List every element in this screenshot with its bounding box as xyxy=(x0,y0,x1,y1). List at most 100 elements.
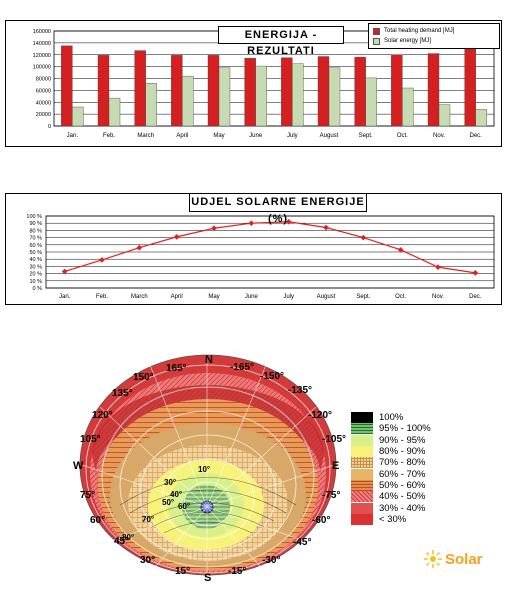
bar-heating xyxy=(427,53,440,127)
azimuth-label-neg150: -150° xyxy=(260,371,284,382)
bar-heating xyxy=(354,56,366,127)
x-tick-label: Feb. xyxy=(96,294,108,300)
legend-item-heating: Total heating demand [MJ] xyxy=(373,26,495,36)
bar-heating xyxy=(97,55,110,127)
sun-legend-label: 30% - 40% xyxy=(379,502,426,514)
bar-heating xyxy=(281,57,293,127)
x-tick-label: August xyxy=(317,294,336,300)
x-tick-label: Nov. xyxy=(432,294,444,300)
sun-legend-label: 100% xyxy=(379,412,404,424)
x-tick-label: May xyxy=(208,294,219,300)
x-tick-label: March xyxy=(131,294,148,300)
x-tick-label: August xyxy=(320,133,339,139)
y-tick-label: 90 % xyxy=(29,221,42,227)
sun-legend-row: 70% - 80% xyxy=(351,457,431,469)
energy-chart-legend: Total heating demand [MJ] Solar energy [… xyxy=(368,23,500,49)
sun-legend-label: 95% - 100% xyxy=(379,423,431,435)
legend-label-heating: Total heating demand [MJ] xyxy=(384,28,455,34)
bar-solar xyxy=(402,87,414,127)
bar-solar xyxy=(292,63,304,127)
azimuth-grid xyxy=(81,357,335,575)
altitude-label-40: 40° xyxy=(170,490,182,499)
x-tick-label: Oct. xyxy=(395,294,406,300)
altitude-label-60: 60° xyxy=(178,502,190,511)
bar-solar xyxy=(72,106,84,127)
solar-share-line-chart: 0 %10 %20 % 30 %40 %50 %60 %70 % 80 %90 %1… xyxy=(26,214,495,300)
x-tick-label: July xyxy=(287,133,298,139)
azimuth-label-neg60: -60° xyxy=(312,515,330,526)
y-tick-label: 50 % xyxy=(29,250,42,256)
bar-solar xyxy=(475,109,487,127)
legend-item-solar: Solar energy [MJ] xyxy=(373,36,495,46)
altitude-label-30: 30° xyxy=(164,478,176,487)
azimuth-label-neg105: -105° xyxy=(322,434,346,445)
y-tick-label: 20 % xyxy=(29,272,42,278)
x-tick-label: Dec. xyxy=(469,133,482,139)
azimuth-label-105: 105° xyxy=(80,434,101,445)
sun-legend-swatch xyxy=(351,446,373,458)
sun-legend-row: 100% xyxy=(351,412,431,424)
x-tick-label: Oct. xyxy=(397,133,408,139)
bar-heating xyxy=(244,58,256,127)
y-tick-label: 0 % xyxy=(33,286,43,292)
sun-legend-swatch xyxy=(351,491,373,503)
bar-heating xyxy=(207,55,220,127)
compass-east: E xyxy=(332,460,339,472)
x-tick-label: Dec. xyxy=(469,294,482,300)
altitude-grid xyxy=(85,364,331,574)
bar-solar xyxy=(438,104,451,127)
data-point xyxy=(360,234,367,241)
y-tick-label: 60000 xyxy=(36,88,51,94)
azimuth-label-neg45: -45° xyxy=(293,537,311,548)
y-tick-label: 120000 xyxy=(33,53,51,59)
y-tick-label: 80 % xyxy=(29,228,42,234)
y-tick-label: 0 xyxy=(48,124,51,130)
bar-solar xyxy=(255,65,267,127)
sun-legend-row: 40% - 50% xyxy=(351,491,431,503)
sun-legend-label: 50% - 60% xyxy=(379,479,426,491)
sun-legend-row: < 30% xyxy=(351,513,431,525)
sun-legend-label: 70% - 80% xyxy=(379,457,426,469)
y-tick-label: 70 % xyxy=(29,236,42,242)
x-tick-label: Sept. xyxy=(359,133,373,139)
solar-share-chart-title: UDJEL SOLARNE ENERGIJE (%) xyxy=(189,193,367,225)
azimuth-label-neg75: -75° xyxy=(322,490,340,501)
x-tick-label: Sept. xyxy=(356,294,370,300)
azimuth-label-30: 30° xyxy=(140,555,155,566)
x-tick-label: April xyxy=(176,133,188,139)
compass-north: N xyxy=(205,354,213,366)
bar-heating xyxy=(391,54,403,127)
bar-solar xyxy=(182,75,194,127)
sun-path-arcs xyxy=(119,477,297,534)
data-point xyxy=(136,244,143,251)
y-tick-label: 40 % xyxy=(29,257,42,263)
sun-legend-row: 50% - 60% xyxy=(351,479,431,491)
bar-solar xyxy=(218,67,231,127)
azimuth-label-neg135: -135° xyxy=(288,385,312,396)
legend-label-solar: Solar energy [MJ] xyxy=(384,38,432,44)
azimuth-label-neg30: -30° xyxy=(262,555,280,566)
altitude-label-70: 70° xyxy=(142,515,154,524)
sun-legend-swatch xyxy=(351,468,373,480)
y-tick-label: 30 % xyxy=(29,264,42,270)
y-tick-label: 140000 xyxy=(33,41,51,47)
sun-legend-row: 95% - 100% xyxy=(351,423,431,435)
y-tick-label: 100 % xyxy=(26,214,42,220)
series-line xyxy=(64,221,476,274)
x-tick-label: Feb. xyxy=(103,133,115,139)
azimuth-label-neg120: -120° xyxy=(308,410,332,421)
azimuth-label-120: 120° xyxy=(92,410,113,421)
y-tick-label: 10 % xyxy=(29,279,42,285)
sun-legend-label: 80% - 90% xyxy=(379,446,426,458)
bar-heating xyxy=(61,45,73,127)
azimuth-label-75: 75° xyxy=(80,490,95,501)
y-tick-label: 60 % xyxy=(29,243,42,249)
bar-solar xyxy=(108,97,121,127)
x-tick-label: May xyxy=(213,133,224,139)
bar-solar xyxy=(145,83,157,127)
sun-legend-row: 60% - 70% xyxy=(351,468,431,480)
x-tick-label: July xyxy=(283,294,294,300)
azimuth-label-neg15: -15° xyxy=(228,566,246,577)
energy-chart-title: ENERGIJA -REZULTATI xyxy=(218,26,344,57)
sun-icon xyxy=(424,550,442,568)
